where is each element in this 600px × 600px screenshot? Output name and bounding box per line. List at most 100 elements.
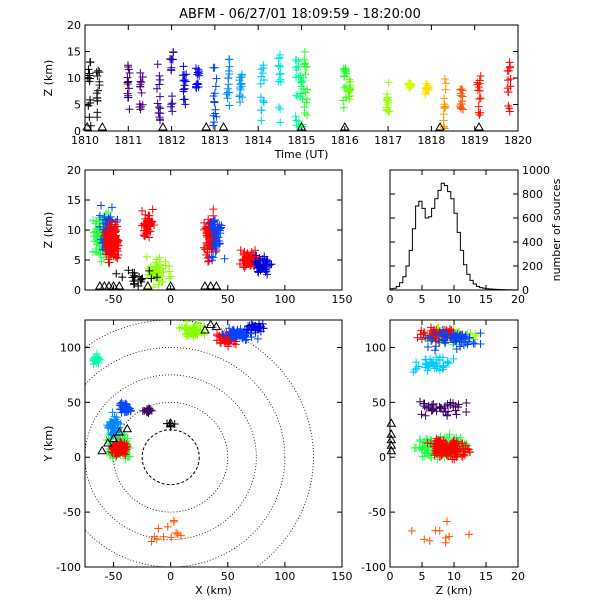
- source-point: [155, 71, 164, 80]
- source-point: [86, 95, 95, 104]
- data-layer: [88, 201, 276, 290]
- source-point: [118, 273, 127, 282]
- range-ring: [85, 374, 257, 540]
- source-point: [143, 217, 152, 226]
- source-point: [239, 249, 248, 258]
- source-point: [150, 268, 159, 277]
- source-point: [142, 405, 151, 414]
- source-point: [138, 206, 147, 215]
- source-point: [179, 62, 188, 71]
- source-point: [274, 77, 283, 86]
- source-point: [159, 268, 168, 277]
- source-point: [123, 93, 132, 102]
- source-point: [93, 228, 102, 237]
- data-layer: [407, 323, 485, 547]
- source-point: [105, 420, 114, 429]
- source-point: [124, 266, 133, 275]
- panel-y_height: 0 5 10 15 20 -100 -50 0 50 100 Z (km): [361, 319, 525, 597]
- x-tick-label: 1816: [331, 134, 359, 147]
- source-point: [225, 62, 234, 71]
- y-tick-label: 0: [522, 284, 529, 297]
- source-point: [425, 536, 434, 545]
- source-point: [459, 341, 468, 350]
- source-point: [117, 408, 126, 417]
- source-point: [211, 242, 220, 251]
- source-point: [300, 108, 309, 117]
- source-point: [423, 342, 432, 351]
- source-point: [435, 353, 444, 362]
- y-tick-label: -100: [56, 561, 81, 574]
- source-point: [344, 92, 353, 101]
- source-point: [168, 92, 177, 101]
- source-point: [205, 235, 214, 244]
- source-point: [414, 362, 423, 371]
- source-point: [152, 273, 161, 282]
- source-point: [138, 274, 147, 283]
- y-tick-label: 15: [67, 194, 81, 207]
- plot-frame: [84, 319, 343, 568]
- source-point: [475, 79, 484, 88]
- source-point: [274, 54, 283, 63]
- source-point: [109, 245, 118, 254]
- station-marker-triangle: [200, 324, 210, 334]
- x-tick-label: 0: [167, 570, 174, 583]
- source-point: [422, 360, 431, 369]
- source-point: [253, 334, 262, 343]
- source-point: [441, 533, 450, 542]
- source-point: [168, 107, 177, 116]
- source-point: [456, 85, 465, 94]
- source-point: [113, 222, 122, 231]
- source-point: [297, 82, 306, 91]
- x-tick-label: 5: [419, 570, 426, 583]
- source-point: [130, 272, 139, 281]
- source-point: [130, 279, 139, 288]
- x-tick-label: 50: [221, 293, 235, 306]
- source-point: [255, 324, 264, 333]
- source-point: [180, 81, 189, 90]
- source-point: [224, 74, 233, 83]
- y-tick-label: 10: [67, 224, 81, 237]
- x-tick-label: 1818: [417, 134, 445, 147]
- source-point: [449, 354, 458, 363]
- source-point: [505, 107, 514, 116]
- source-point: [179, 95, 188, 104]
- source-point: [476, 94, 485, 103]
- source-point: [153, 262, 162, 271]
- source-point: [214, 331, 223, 340]
- source-point: [453, 329, 462, 338]
- y-tick-label: 0: [74, 125, 81, 138]
- source-point: [426, 450, 435, 459]
- source-point: [93, 97, 102, 106]
- source-point: [167, 55, 176, 64]
- source-point: [459, 450, 468, 459]
- source-point: [416, 397, 425, 406]
- source-point: [291, 112, 300, 121]
- source-point: [167, 66, 176, 75]
- source-point: [113, 235, 122, 244]
- x-axis-label: Z (km): [436, 584, 473, 597]
- source-point: [123, 61, 132, 70]
- station-marker-triangle: [102, 438, 113, 447]
- station-marker-triangle: [108, 433, 119, 443]
- source-point: [476, 72, 485, 81]
- source-point: [421, 88, 430, 97]
- station-marker-triangle: [296, 121, 307, 131]
- source-point: [432, 364, 441, 373]
- source-point: [474, 108, 483, 117]
- source-point: [445, 325, 454, 334]
- source-point: [430, 451, 439, 460]
- source-point: [505, 63, 514, 72]
- source-point: [427, 358, 436, 367]
- source-point: [291, 73, 300, 82]
- source-point: [155, 253, 164, 262]
- source-point: [448, 455, 457, 464]
- source-point: [181, 323, 190, 332]
- source-point: [209, 63, 218, 72]
- y-tick-label: -50: [368, 506, 386, 519]
- source-point: [163, 522, 172, 531]
- x-tick-label: 1814: [244, 134, 272, 147]
- source-point: [203, 228, 212, 237]
- source-point: [274, 103, 283, 112]
- station-marker-triangle: [82, 121, 93, 131]
- source-point: [446, 401, 455, 410]
